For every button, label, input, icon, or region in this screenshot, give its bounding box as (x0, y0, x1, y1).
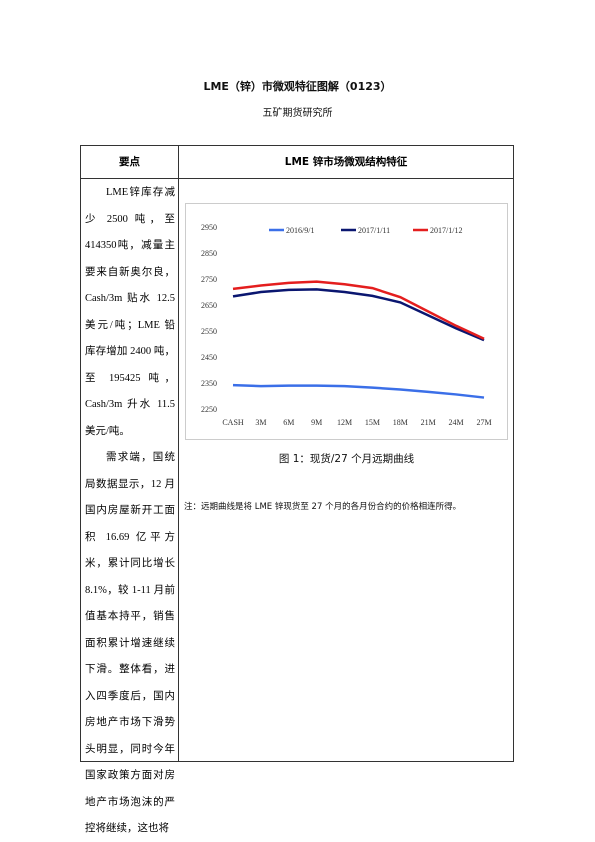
line (232, 383, 485, 399)
paragraph: 需求端，国统局数据显示，12 月国内房屋新开工面积 16.69 亿平方米，累计同… (85, 452, 175, 834)
doc-subtitle: 五矿期货研究所 (262, 108, 333, 119)
y-tick-label: 2250 (201, 405, 217, 414)
chart: 2250 2350 2450 2550 2650 2750 2850 2950 CASH 3M 6M… (185, 203, 508, 440)
paragraph: LME锌库存减少 2500 吨，至 414350吨，减量主要来自新奥尔良，Cas… (85, 187, 175, 437)
y-tick-label: 2450 (201, 353, 217, 362)
y-tick-label: 2650 (201, 301, 217, 310)
legend-label: 2017/1/11 (358, 226, 390, 235)
table-header: LME 锌市场微观结构特征 (284, 156, 408, 168)
x-tick-label: 9M (311, 418, 322, 427)
legend-label: 2017/1/12 (430, 226, 462, 235)
line (232, 288, 485, 342)
doc-title: LME（锌）市微观特征图解（0123） (203, 80, 392, 93)
divider (178, 146, 179, 761)
line (232, 280, 485, 340)
x-tick-label: 12M (337, 418, 352, 427)
y-tick-label: 2950 (201, 223, 217, 232)
y-tick-label: 2750 (201, 275, 217, 284)
chart-frame (185, 203, 508, 440)
x-tick-label: 15M (365, 418, 380, 427)
x-tick-label: 6M (283, 418, 294, 427)
divider (81, 178, 513, 179)
table: 要点 LME 锌市场微观结构特征 LME锌库存减少 2500 吨，至 41435… (80, 145, 514, 834)
legend-label: 2016/9/1 (286, 226, 314, 235)
x-tick-label: 3M (255, 418, 266, 427)
x-tick-label: 18M (393, 418, 408, 427)
y-tick-label: 2350 (201, 379, 217, 388)
x-tick-label: CASH (222, 418, 244, 427)
y-tick-label: 2550 (201, 327, 217, 336)
table-header: 要点 (119, 156, 140, 168)
key-points: LME锌库存减少 2500 吨，至 414350吨，减量主要来自新奥尔良，Cas… (85, 180, 175, 842)
x-tick-label: 24M (449, 418, 464, 427)
x-tick-label: 27M (476, 418, 491, 427)
caption: 图 1：现货/27 个月远期曲线 (278, 453, 415, 465)
x-tick-label: 21M (421, 418, 436, 427)
y-tick-label: 2850 (201, 249, 217, 258)
note: 注：远期曲线是将 LME 锌现货至 27 个月的各月份合约的价格相连所得。 (184, 502, 462, 512)
